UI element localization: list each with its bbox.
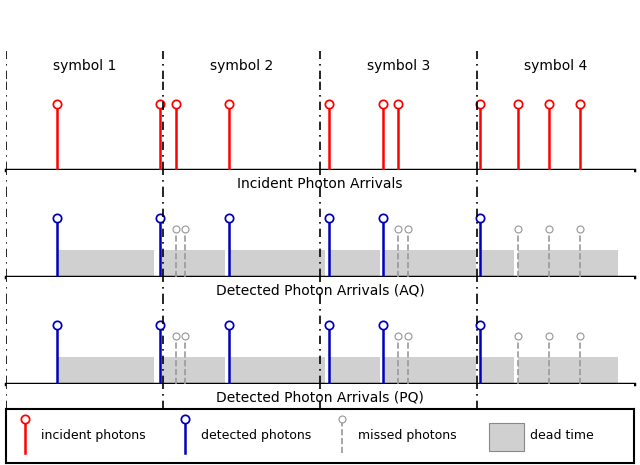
Bar bbox=[160, 250, 225, 277]
Text: symbol 2: symbol 2 bbox=[210, 60, 273, 73]
Text: missed photons: missed photons bbox=[358, 430, 456, 442]
Text: symbol 1: symbol 1 bbox=[53, 60, 116, 73]
Bar bbox=[330, 357, 380, 384]
Bar bbox=[160, 357, 225, 384]
Bar bbox=[383, 250, 476, 277]
Bar bbox=[330, 250, 380, 277]
Text: Incident Photon Arrivals: Incident Photon Arrivals bbox=[237, 177, 403, 191]
Text: incident photons: incident photons bbox=[41, 430, 145, 442]
Bar bbox=[229, 250, 325, 277]
Text: detected photons: detected photons bbox=[201, 430, 311, 442]
Text: Detected Photon Arrivals (AQ): Detected Photon Arrivals (AQ) bbox=[216, 284, 424, 298]
Bar bbox=[383, 357, 476, 384]
Text: symbol 4: symbol 4 bbox=[524, 60, 587, 73]
Bar bbox=[490, 423, 524, 451]
Bar bbox=[480, 357, 515, 384]
Text: Detected Photon Arrivals (PQ): Detected Photon Arrivals (PQ) bbox=[216, 391, 424, 405]
Bar bbox=[480, 250, 515, 277]
Text: dead time: dead time bbox=[530, 430, 594, 442]
Text: symbol 3: symbol 3 bbox=[367, 60, 430, 73]
Bar bbox=[56, 250, 154, 277]
Bar bbox=[518, 250, 618, 277]
Bar bbox=[518, 357, 618, 384]
Bar bbox=[229, 357, 325, 384]
Bar bbox=[56, 357, 154, 384]
